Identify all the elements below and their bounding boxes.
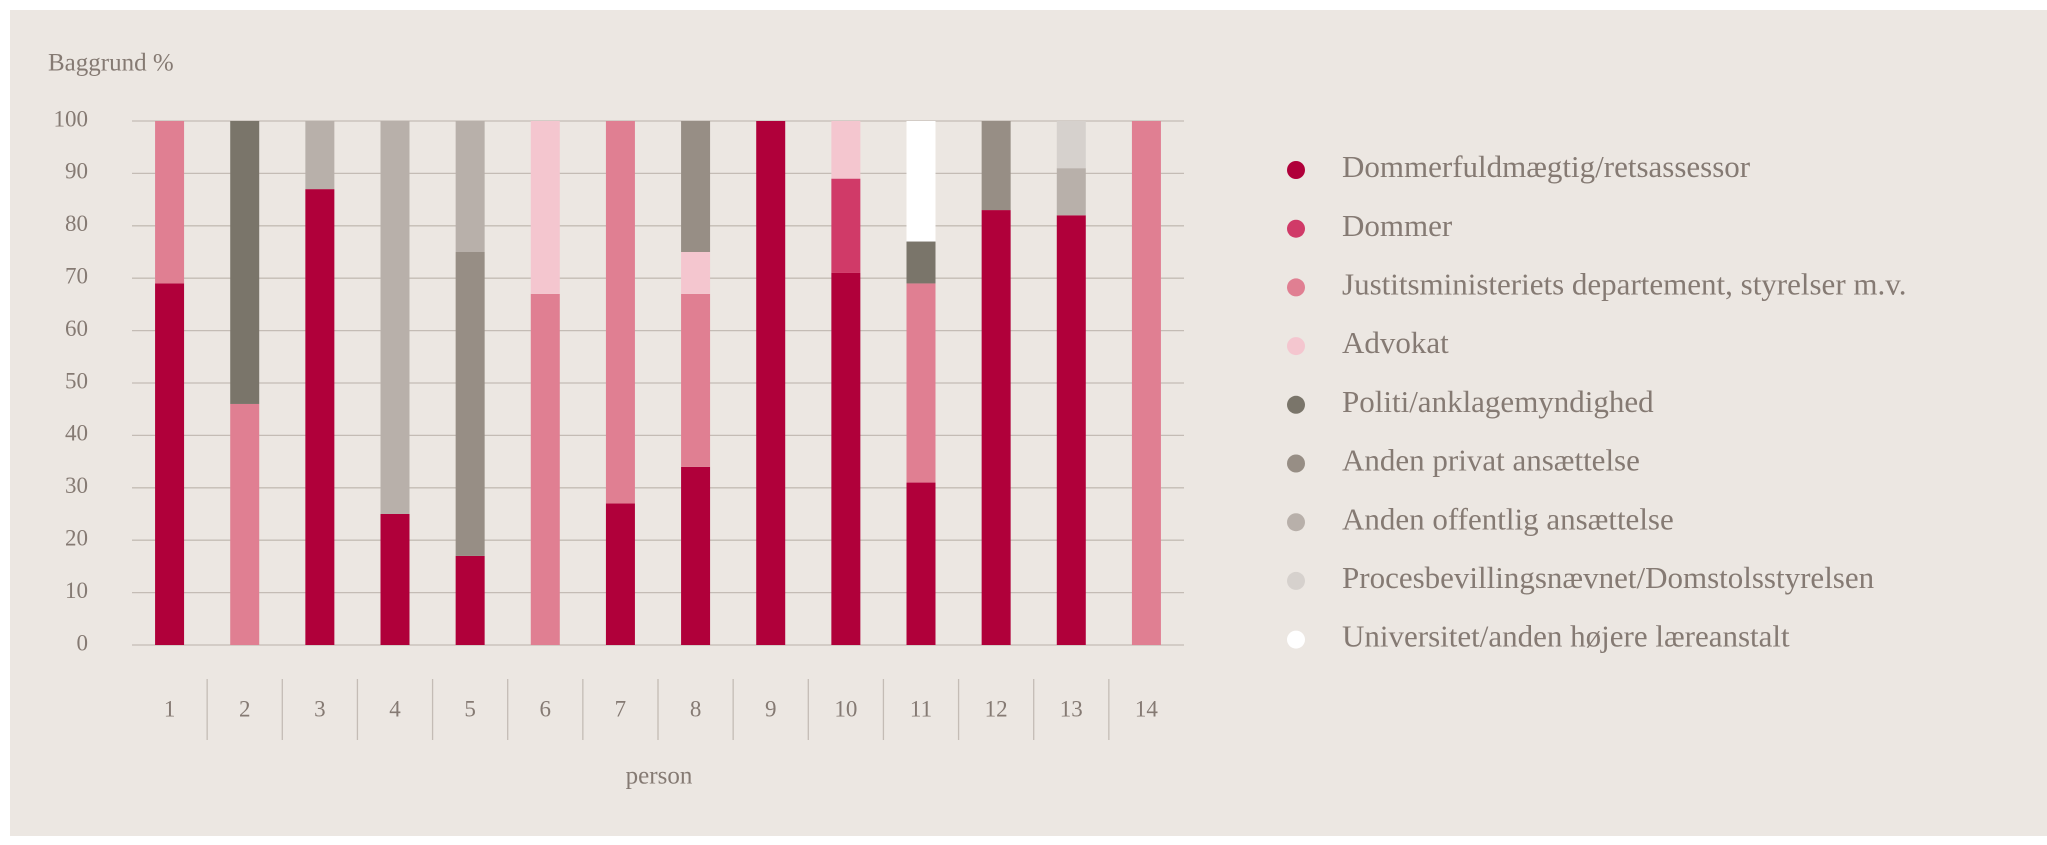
x-tick-label: 10: [834, 696, 857, 721]
y-tick-label: 0: [77, 630, 89, 655]
legend-label: Anden privat ansættelse: [1342, 443, 1640, 478]
legend-marker: [1287, 454, 1305, 473]
x-tick-label: 6: [540, 696, 552, 721]
y-tick-label: 50: [65, 368, 88, 393]
bar-segment: [906, 241, 936, 284]
bar-segment: [1131, 121, 1161, 645]
legend-label: Anden offentlig ansættelse: [1342, 501, 1674, 536]
y-tick-label: 60: [65, 316, 88, 341]
background: [10, 10, 2047, 836]
bar-segment: [305, 121, 335, 190]
bar-segment: [1056, 121, 1086, 169]
x-tick-label: 8: [690, 696, 702, 721]
bar-segment: [831, 178, 861, 273]
bar-segment: [681, 252, 711, 294]
x-tick-label: 9: [765, 696, 777, 721]
bar-segment: [455, 121, 485, 252]
bar-segment: [305, 189, 335, 645]
legend-label: Politi/anklagemyndighed: [1342, 384, 1654, 419]
y-tick-label: 70: [65, 263, 88, 288]
y-tick-label: 10: [65, 578, 88, 603]
x-tick-label: 11: [910, 696, 932, 721]
legend-marker: [1287, 219, 1305, 238]
bar-segment: [380, 121, 410, 514]
bar-segment: [155, 283, 185, 645]
y-tick-label: 100: [54, 106, 89, 131]
bar-segment: [530, 121, 560, 294]
x-tick-label: 5: [464, 696, 476, 721]
legend-label: Justitsministeriets departement, styrels…: [1342, 267, 1907, 302]
bar-segment: [380, 514, 410, 645]
bar-segment: [756, 121, 786, 645]
y-tick-label: 80: [65, 211, 88, 236]
bar-segment: [906, 283, 936, 483]
bar-segment: [230, 121, 260, 404]
legend-label: Dommer: [1342, 208, 1453, 243]
bar-segment: [605, 121, 635, 504]
x-tick-label: 12: [985, 696, 1008, 721]
x-tick-label: 13: [1060, 696, 1083, 721]
legend-marker: [1287, 161, 1305, 179]
bar-segment: [831, 272, 861, 645]
x-tick-label: 2: [239, 696, 251, 721]
legend-label: Advokat: [1342, 325, 1449, 360]
x-axis-label: person: [626, 763, 693, 790]
bar-segment: [230, 403, 260, 645]
y-tick-label: 30: [65, 473, 88, 498]
bar-segment: [831, 121, 861, 179]
legend-label: Dommerfuldmægtig/retsassessor: [1342, 149, 1751, 184]
legend-marker: [1287, 513, 1305, 532]
bar-segment: [681, 293, 711, 467]
x-tick-label: 1: [164, 696, 176, 721]
bar-segment: [906, 482, 936, 645]
bar-segment: [1056, 168, 1086, 216]
x-tick-label: 14: [1135, 696, 1159, 721]
legend-marker: [1287, 278, 1305, 297]
x-tick-label: 7: [615, 696, 627, 721]
bar-segment: [906, 121, 936, 242]
chart-title: Baggrund %: [48, 50, 174, 77]
bar-segment: [530, 293, 560, 645]
bar-segment: [155, 121, 185, 284]
legend-marker: [1287, 395, 1305, 414]
y-tick-label: 20: [65, 525, 88, 550]
bar-segment: [455, 555, 485, 645]
legend-label: Universitet/anden højere læreanstalt: [1342, 619, 1790, 654]
bar-segment: [681, 121, 711, 252]
bar-segment: [981, 121, 1011, 211]
bar-segment: [455, 252, 485, 556]
bar-segment: [1056, 215, 1086, 645]
bar-segment: [681, 466, 711, 645]
bar-segment: [605, 503, 635, 645]
y-tick-label: 90: [65, 159, 88, 184]
legend-marker: [1287, 630, 1305, 649]
legend-marker: [1287, 571, 1305, 590]
bar-segment: [981, 210, 1011, 645]
legend-marker: [1287, 337, 1305, 356]
x-tick-label: 4: [389, 696, 401, 721]
y-tick-label: 40: [65, 421, 88, 446]
legend-label: Procesbevillingsnævnet/Domstolsstyrelsen: [1342, 560, 1875, 595]
x-tick-label: 3: [314, 696, 326, 721]
